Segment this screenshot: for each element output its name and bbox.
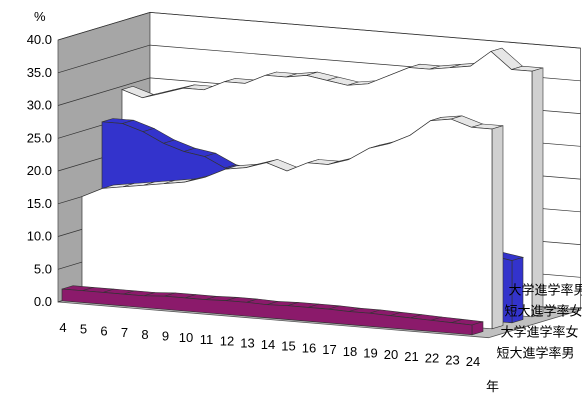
x-tick-label: 22 xyxy=(425,351,439,366)
x-tick-label: 8 xyxy=(141,327,148,342)
x-tick-label: 20 xyxy=(384,347,398,362)
area-end-cap xyxy=(531,67,544,318)
series-2 xyxy=(81,115,504,330)
x-axis-unit: 年 xyxy=(486,379,499,394)
series-label: 短大進学率男 xyxy=(497,346,575,362)
series-label: 大学進学率女 xyxy=(501,325,579,341)
x-tick-label: 6 xyxy=(100,323,107,338)
x-tick-label: 12 xyxy=(220,334,234,349)
series-1 xyxy=(61,285,484,336)
x-tick-label: 4 xyxy=(59,320,66,335)
x-tick-label: 7 xyxy=(121,325,128,340)
y-tick-label: 15.0 xyxy=(27,196,52,211)
x-tick-label: 24 xyxy=(466,354,480,369)
y-axis-tick-labels: 0.0 5.0 10.0 15.0 20.0 25.0 30.0 35.0 40.0 xyxy=(27,32,52,309)
x-tick-label: 11 xyxy=(200,332,214,347)
x-tick-label: 14 xyxy=(261,337,275,352)
y-tick-label: 25.0 xyxy=(27,130,52,145)
x-tick-label: 9 xyxy=(162,329,169,344)
y-tick-label: 5.0 xyxy=(34,261,52,276)
x-tick-label: 19 xyxy=(363,346,377,361)
area-end-cap xyxy=(491,125,504,330)
series-label: 大学進学率男 xyxy=(509,283,582,299)
area-front-face xyxy=(61,288,473,336)
x-axis-tick-labels: 4 5 6 7 8 9 10 11 12 13 14 15 16 17 18 19 20 21 22 23 24 xyxy=(59,320,480,369)
series-layer xyxy=(61,47,544,336)
x-tick-label: 16 xyxy=(302,340,316,355)
gridline xyxy=(57,12,581,49)
x-tick-label: 21 xyxy=(404,349,418,364)
y-tick-label: 20.0 xyxy=(27,163,52,178)
x-tick-label: 10 xyxy=(179,330,193,345)
x-tick-label: 18 xyxy=(343,344,357,359)
x-tick-label: 23 xyxy=(445,352,459,367)
y-tick-label: 10.0 xyxy=(27,229,52,244)
x-tick-label: 17 xyxy=(322,342,336,357)
y-tick-label: 40.0 xyxy=(27,32,52,47)
y-tick-label: 0.0 xyxy=(34,294,52,309)
y-tick-label: 30.0 xyxy=(27,98,52,113)
x-tick-label: 13 xyxy=(240,335,254,350)
area-front-face xyxy=(81,118,493,330)
y-axis-unit: % xyxy=(34,9,46,24)
y-tick-label: 35.0 xyxy=(27,65,52,80)
x-tick-label: 5 xyxy=(80,322,87,337)
series-label: 短大進学率女 xyxy=(505,304,582,320)
x-tick-label: 15 xyxy=(281,339,295,354)
